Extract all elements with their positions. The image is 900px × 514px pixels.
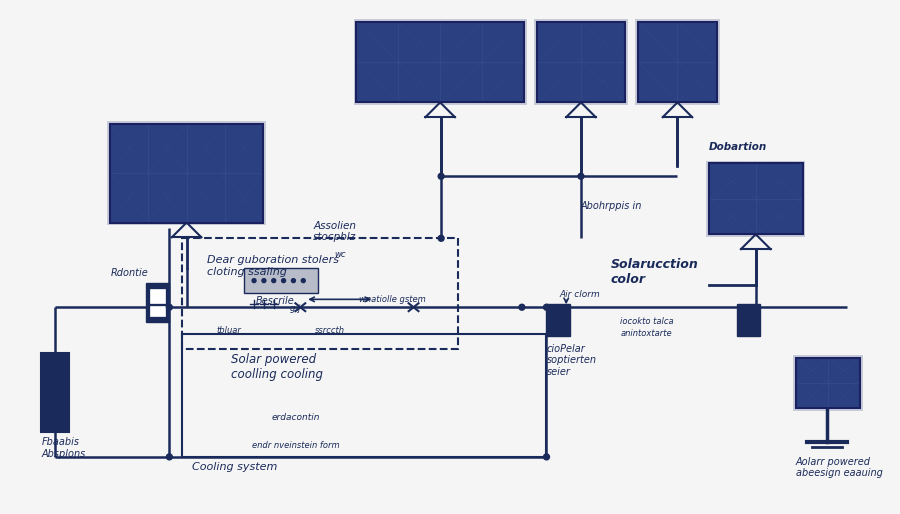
Text: Air clorm: Air clorm	[559, 290, 600, 299]
Bar	[146, 283, 169, 322]
Circle shape	[302, 279, 305, 283]
Bar	[796, 358, 860, 408]
Bar	[536, 22, 626, 102]
Text: anintoxtarte: anintoxtarte	[620, 329, 672, 338]
Circle shape	[262, 279, 266, 283]
Text: Dear guboration stolers
cloting ssaling: Dear guboration stolers cloting ssaling	[207, 255, 338, 277]
Circle shape	[282, 279, 285, 283]
Text: cioPelar
soptierten
seier: cioPelar soptierten seier	[546, 344, 597, 377]
Text: Solar powered
coolling cooling: Solar powered coolling cooling	[231, 354, 323, 381]
Bar	[534, 19, 628, 105]
Circle shape	[578, 173, 584, 179]
Text: ssrccth: ssrccth	[315, 326, 345, 335]
Text: Fbaabis
Absplons: Fbaabis Absplons	[41, 437, 86, 459]
Text: Assolien
stocpblz: Assolien stocpblz	[313, 221, 356, 242]
Bar	[635, 19, 720, 105]
Text: Abohrppis in: Abohrppis in	[581, 201, 643, 211]
Bar	[356, 22, 524, 102]
Bar	[182, 238, 458, 348]
Bar	[149, 289, 166, 303]
Bar	[149, 306, 166, 316]
Bar	[182, 334, 546, 457]
Circle shape	[166, 304, 172, 310]
Bar	[706, 160, 806, 237]
Circle shape	[292, 279, 295, 283]
Bar	[244, 268, 318, 293]
Bar	[638, 22, 716, 102]
Bar	[793, 356, 862, 411]
Bar	[536, 22, 626, 102]
Text: wnatiolle gstem: wnatiolle gstem	[359, 295, 427, 304]
Text: Cooling system: Cooling system	[192, 462, 277, 472]
Circle shape	[544, 454, 550, 460]
Bar	[41, 354, 69, 432]
Bar	[638, 22, 716, 102]
Text: tbluar: tbluar	[217, 326, 241, 335]
Text: Bescrile: Bescrile	[256, 297, 295, 306]
Text: Dobartion: Dobartion	[709, 142, 767, 152]
Text: wc: wc	[334, 250, 346, 259]
Bar	[796, 358, 860, 408]
Circle shape	[252, 279, 256, 283]
Text: Solarucction
color: Solarucction color	[610, 258, 698, 286]
Text: Aolarr powered
abeesign eaauing: Aolarr powered abeesign eaauing	[796, 457, 883, 479]
Text: erdacontin: erdacontin	[271, 413, 320, 422]
Circle shape	[272, 279, 275, 283]
Circle shape	[438, 173, 444, 179]
Text: g j: g j	[291, 304, 301, 313]
Circle shape	[438, 235, 444, 241]
Circle shape	[519, 304, 525, 310]
Bar	[736, 304, 760, 336]
Text: endr nveinstein form: endr nveinstein form	[252, 440, 339, 450]
Bar	[546, 304, 570, 336]
Bar	[354, 19, 526, 105]
Text: iocokto talca: iocokto talca	[620, 317, 674, 326]
Bar	[111, 124, 263, 223]
Bar	[356, 22, 524, 102]
Bar	[709, 163, 803, 234]
Bar	[709, 163, 803, 234]
Circle shape	[166, 454, 172, 460]
Bar	[107, 121, 266, 226]
Bar	[111, 124, 263, 223]
Circle shape	[544, 304, 550, 310]
Text: Rdontie: Rdontie	[111, 268, 148, 278]
